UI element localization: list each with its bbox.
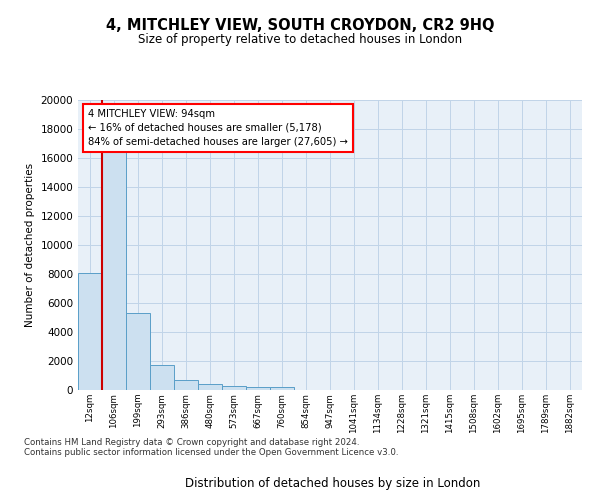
Text: Contains public sector information licensed under the Open Government Licence v3: Contains public sector information licen… — [24, 448, 398, 457]
Text: Contains HM Land Registry data © Crown copyright and database right 2024.: Contains HM Land Registry data © Crown c… — [24, 438, 359, 447]
Bar — [102, 148, 126, 390]
Bar — [270, 388, 294, 390]
Text: Size of property relative to detached houses in London: Size of property relative to detached ho… — [138, 32, 462, 46]
Bar — [78, 272, 102, 390]
Bar — [246, 387, 270, 390]
Bar — [126, 313, 150, 390]
Text: 4, MITCHLEY VIEW, SOUTH CROYDON, CR2 9HQ: 4, MITCHLEY VIEW, SOUTH CROYDON, CR2 9HQ — [106, 18, 494, 32]
Bar — [222, 386, 246, 390]
Bar — [150, 364, 174, 390]
Y-axis label: Number of detached properties: Number of detached properties — [25, 163, 35, 327]
Text: 4 MITCHLEY VIEW: 94sqm
← 16% of detached houses are smaller (5,178)
84% of semi-: 4 MITCHLEY VIEW: 94sqm ← 16% of detached… — [88, 108, 348, 146]
Bar — [198, 384, 222, 390]
Text: Distribution of detached houses by size in London: Distribution of detached houses by size … — [185, 477, 481, 490]
Bar — [174, 380, 198, 390]
